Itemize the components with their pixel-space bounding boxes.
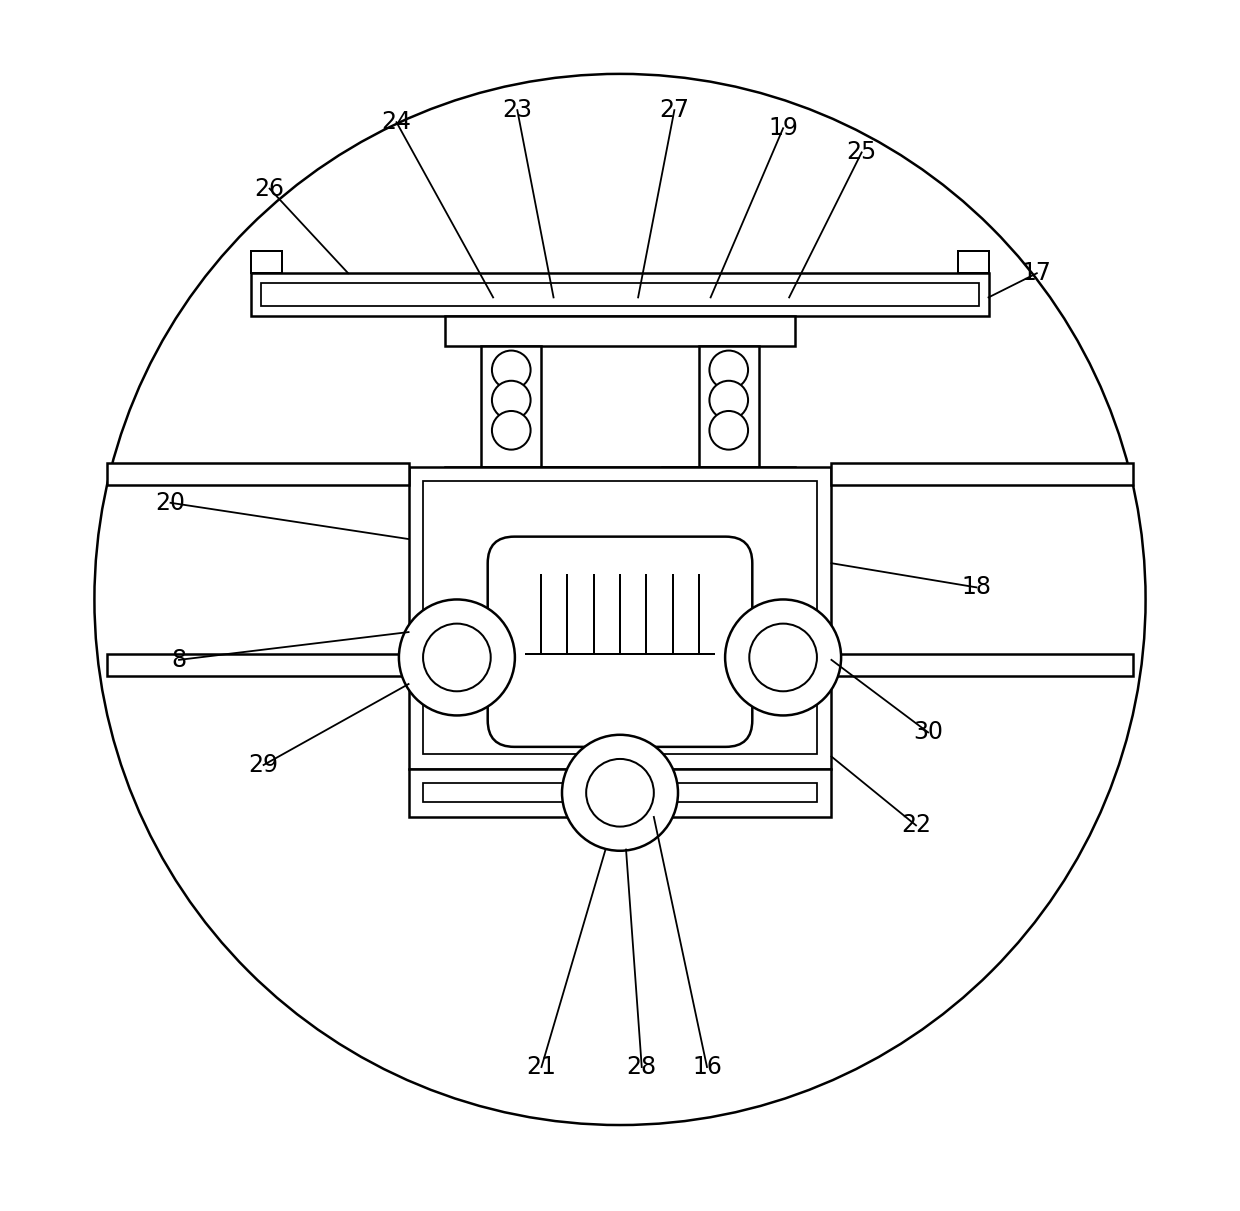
- Bar: [423, 784, 817, 803]
- Bar: [542, 466, 698, 527]
- Circle shape: [492, 411, 531, 449]
- Text: 22: 22: [901, 814, 931, 837]
- Bar: [832, 463, 1133, 484]
- Bar: [578, 527, 662, 563]
- Circle shape: [709, 380, 748, 419]
- Circle shape: [709, 411, 748, 449]
- Text: 24: 24: [382, 110, 412, 134]
- Text: 25: 25: [847, 140, 877, 165]
- Bar: [408, 769, 832, 817]
- Bar: [408, 466, 832, 769]
- Bar: [252, 274, 988, 316]
- Circle shape: [399, 599, 515, 716]
- Text: 26: 26: [254, 177, 285, 201]
- Bar: [445, 466, 578, 527]
- Text: 21: 21: [527, 1055, 557, 1079]
- Text: 28: 28: [626, 1055, 657, 1079]
- Bar: [423, 481, 817, 754]
- Circle shape: [725, 599, 841, 716]
- Text: 16: 16: [692, 1055, 722, 1079]
- Text: 23: 23: [502, 98, 532, 122]
- Text: 30: 30: [913, 721, 944, 745]
- Text: 18: 18: [961, 575, 992, 599]
- Bar: [481, 345, 542, 466]
- Circle shape: [709, 350, 748, 389]
- FancyBboxPatch shape: [487, 536, 753, 747]
- Bar: [262, 283, 978, 306]
- Circle shape: [492, 350, 531, 389]
- Bar: [445, 316, 795, 345]
- Text: 8: 8: [171, 648, 186, 672]
- Text: 27: 27: [660, 98, 689, 122]
- Text: 17: 17: [1022, 262, 1052, 286]
- Bar: [959, 252, 988, 274]
- Text: 19: 19: [768, 116, 799, 140]
- Bar: [252, 252, 281, 274]
- Circle shape: [562, 735, 678, 851]
- Bar: [107, 654, 408, 676]
- Bar: [107, 463, 408, 484]
- Bar: [832, 654, 1133, 676]
- Circle shape: [492, 380, 531, 419]
- Bar: [698, 345, 759, 466]
- Text: 29: 29: [248, 753, 279, 777]
- Text: 20: 20: [155, 490, 186, 515]
- Bar: [662, 466, 795, 527]
